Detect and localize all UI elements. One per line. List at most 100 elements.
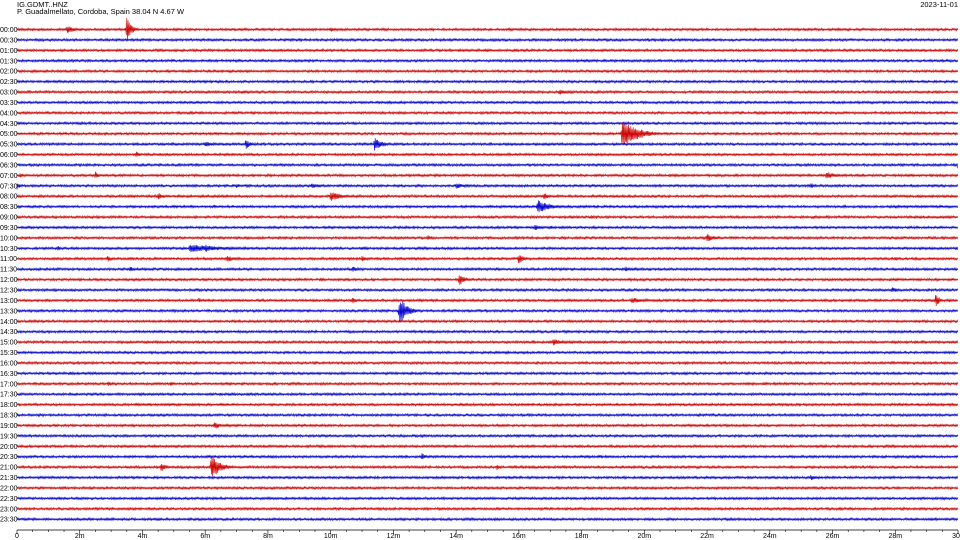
trace-1700 — [16, 381, 959, 387]
x-tick-label: 16m — [512, 533, 526, 540]
trace-0500 — [16, 122, 959, 145]
trace-0600 — [16, 151, 959, 157]
row-label-0800: 08:00 — [0, 194, 18, 201]
row-label-1830: 18:30 — [0, 413, 18, 420]
x-tick-label: 0 — [15, 533, 19, 540]
row-label-0300: 03:00 — [0, 90, 18, 97]
trace-1030 — [16, 244, 959, 253]
trace-1300 — [16, 294, 959, 306]
station-id: IG.GDMT..HNZ — [17, 0, 68, 9]
row-label-1400: 14:00 — [0, 319, 18, 326]
row-label-0030: 00:30 — [0, 37, 18, 44]
trace-1930 — [16, 433, 959, 439]
trace-0800 — [16, 192, 959, 201]
trace-0830 — [16, 200, 959, 213]
trace-0630 — [16, 162, 959, 169]
x-axis: 0 2m 4m 6m 8m 10m 12m 14m 16m 18m 20m 22m 24m 26m 28m 3… — [15, 529, 960, 540]
row-label-1000: 10:00 — [0, 235, 18, 242]
trace-1600 — [16, 360, 959, 366]
row-label-0500: 05:00 — [0, 131, 18, 138]
trace-1130 — [16, 266, 959, 272]
row-label-1600: 16:00 — [0, 360, 18, 367]
trace-2000 — [16, 443, 959, 449]
trace-2200 — [16, 485, 959, 491]
row-label-2000: 20:00 — [0, 444, 18, 451]
row-label-1730: 17:30 — [0, 392, 18, 399]
row-label-1430: 14:30 — [0, 329, 18, 336]
trace-1330 — [16, 301, 959, 322]
trace-0100 — [16, 48, 959, 53]
row-label-1300: 13:00 — [0, 298, 18, 305]
trace-2300 — [16, 506, 959, 512]
row-label-1900: 19:00 — [0, 423, 18, 430]
row-label-1030: 10:30 — [0, 246, 18, 253]
trace-1100 — [16, 255, 959, 264]
trace-0730 — [16, 183, 959, 190]
x-tick-label: 2m — [75, 533, 85, 540]
trace-2030 — [16, 453, 959, 460]
trace-0030 — [16, 37, 959, 43]
row-label-2130: 21:30 — [0, 475, 18, 482]
x-tick-label: 24m — [763, 533, 777, 540]
row-label-0600: 06:00 — [0, 152, 18, 159]
x-tick-label: 26m — [826, 533, 840, 540]
trace-0400 — [16, 110, 959, 116]
trace-0000 — [16, 18, 959, 40]
trace-1230 — [16, 287, 959, 293]
row-label-2230: 22:30 — [0, 496, 18, 503]
trace-1430 — [16, 329, 959, 335]
row-label-group: 00:00 00:30 01:00 01:30 02:00 02:30 03:00 03:30… — [0, 27, 18, 524]
trace-2130 — [16, 474, 959, 481]
x-tick-label: 14m — [449, 533, 463, 540]
trace-1200 — [16, 275, 959, 285]
trace-2230 — [16, 496, 959, 501]
trace-1400 — [16, 318, 959, 324]
trace-0900 — [16, 214, 959, 220]
x-tick-label: 12m — [387, 533, 401, 540]
row-label-0000: 00:00 — [0, 27, 18, 34]
row-label-0700: 07:00 — [0, 173, 18, 180]
row-label-1230: 12:30 — [0, 288, 18, 295]
trace-0530 — [16, 138, 959, 151]
trace-group — [16, 18, 959, 522]
x-tick-label: 28m — [888, 533, 902, 540]
row-label-1330: 13:30 — [0, 308, 18, 315]
trace-1900 — [16, 422, 959, 429]
x-tick-label: 4m — [138, 533, 148, 540]
row-label-0130: 01:30 — [0, 58, 18, 65]
row-label-2100: 21:00 — [0, 465, 18, 472]
row-label-1930: 19:30 — [0, 433, 18, 440]
x-tick-label: 30 — [952, 533, 960, 540]
row-label-2030: 20:30 — [0, 454, 18, 461]
row-label-0930: 09:30 — [0, 225, 18, 232]
x-tick-label: 20m — [638, 533, 652, 540]
trace-1000 — [16, 234, 959, 242]
row-label-1700: 17:00 — [0, 381, 18, 388]
row-label-0530: 05:30 — [0, 142, 18, 149]
trace-0230 — [16, 79, 959, 84]
trace-0130 — [16, 58, 959, 64]
trace-2100 — [16, 456, 959, 477]
row-label-0430: 04:30 — [0, 121, 18, 128]
trace-0930 — [16, 224, 959, 231]
row-label-0100: 01:00 — [0, 48, 18, 55]
row-label-1630: 16:30 — [0, 371, 18, 378]
row-label-1100: 11:00 — [0, 256, 17, 263]
x-tick-label: 8m — [263, 533, 273, 540]
row-label-1800: 18:00 — [0, 402, 18, 409]
row-label-0630: 06:30 — [0, 162, 18, 169]
row-label-0400: 04:00 — [0, 110, 18, 117]
row-label-0230: 02:30 — [0, 79, 18, 86]
trace-1830 — [16, 412, 959, 418]
trace-0200 — [16, 68, 959, 74]
trace-2330 — [16, 516, 959, 522]
row-label-0730: 07:30 — [0, 183, 18, 190]
x-tick-label: 22m — [700, 533, 714, 540]
trace-0330 — [16, 100, 959, 105]
x-tick-label: 6m — [200, 533, 210, 540]
trace-0700 — [16, 171, 959, 179]
row-label-1200: 12:00 — [0, 277, 18, 284]
row-label-0330: 03:30 — [0, 100, 18, 107]
row-label-0200: 02:00 — [0, 69, 18, 76]
